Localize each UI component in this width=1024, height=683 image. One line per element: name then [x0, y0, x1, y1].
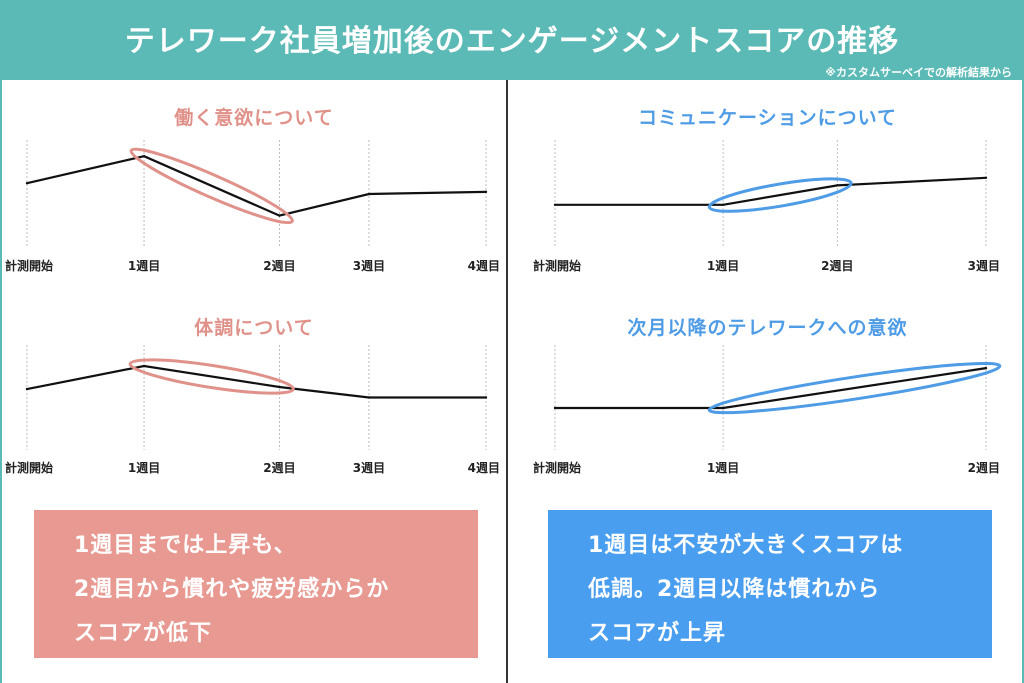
tick-label: 3週目 [353, 460, 385, 475]
chart-title-motivation: 働く意欲について [174, 107, 334, 129]
data-point [367, 192, 371, 196]
data-point [553, 203, 557, 206]
highlight-ellipse [707, 177, 853, 213]
tick-label: 2週目 [263, 460, 295, 475]
data-point [484, 396, 488, 399]
tick-label: 4週目 [468, 258, 500, 273]
tick-label: 1週目 [707, 460, 739, 475]
tick-label: 計測開始 [533, 258, 581, 273]
callout-left: 1週目までは上昇も、 2週目から慣れや疲労感からか スコアが低下 [34, 510, 478, 658]
header-banner: テレワーク社員増加後のエンゲージメントスコアの推移 ※カスタムサーベイでの解析結… [0, 0, 1024, 80]
data-point [484, 190, 488, 194]
data-point [278, 385, 281, 389]
chart-title-health: 体調について [194, 317, 314, 339]
data-point [721, 406, 725, 410]
data-point [984, 176, 988, 179]
data-point [836, 184, 839, 187]
callout-left-line: スコアが低下 [74, 621, 213, 646]
highlight-ellipse [707, 361, 1002, 415]
data-point [278, 214, 281, 217]
tick-label: 1週目 [128, 460, 160, 475]
highlight-ellipse [128, 358, 295, 395]
data-point [553, 406, 557, 410]
series-line [26, 155, 487, 217]
tick-label: 計測開始 [533, 460, 581, 475]
data-point [367, 396, 371, 399]
tick-label: 2週目 [821, 258, 853, 273]
series-line [555, 176, 987, 206]
tick-label: 4週目 [468, 460, 500, 475]
tick-label: 2週目 [263, 258, 295, 273]
callout-right-line: 1週目は不安が大きくスコアは [588, 533, 904, 558]
data-point [142, 364, 146, 368]
data-point [142, 155, 146, 158]
callout-left-line: 1週目までは上昇も、 [74, 533, 297, 558]
tick-label: 計測開始 [5, 460, 53, 475]
tick-label: 計測開始 [5, 258, 53, 273]
chart-title-telework-motivation: 次月以降のテレワークへの意欲 [627, 317, 908, 339]
tick-label: 1週目 [128, 258, 160, 273]
data-point [25, 182, 29, 185]
page-title: テレワーク社員増加後のエンゲージメントスコアの推移 [124, 24, 900, 59]
data-point [721, 203, 725, 206]
callout-right-line: 低調。2週目以降は慣れから [588, 577, 881, 602]
highlight-ellipse [129, 147, 294, 225]
source-note: ※カスタムサーベイでの解析結果から [825, 66, 1012, 79]
tick-label: 1週目 [707, 258, 739, 273]
data-point [25, 387, 29, 391]
tick-label: 2週目 [968, 460, 1000, 475]
data-point [984, 366, 988, 370]
callout-left-line: 2週目から慣れや疲労感からか [74, 577, 390, 602]
tick-label: 3週目 [353, 258, 385, 273]
tick-label: 3週目 [968, 258, 1000, 273]
chart-title-communication: コミュニケーションについて [637, 107, 898, 129]
callout-right: 1週目は不安が大きくスコアは 低調。2週目以降は慣れから スコアが上昇 [548, 510, 992, 658]
callout-right-line: スコアが上昇 [588, 621, 727, 646]
